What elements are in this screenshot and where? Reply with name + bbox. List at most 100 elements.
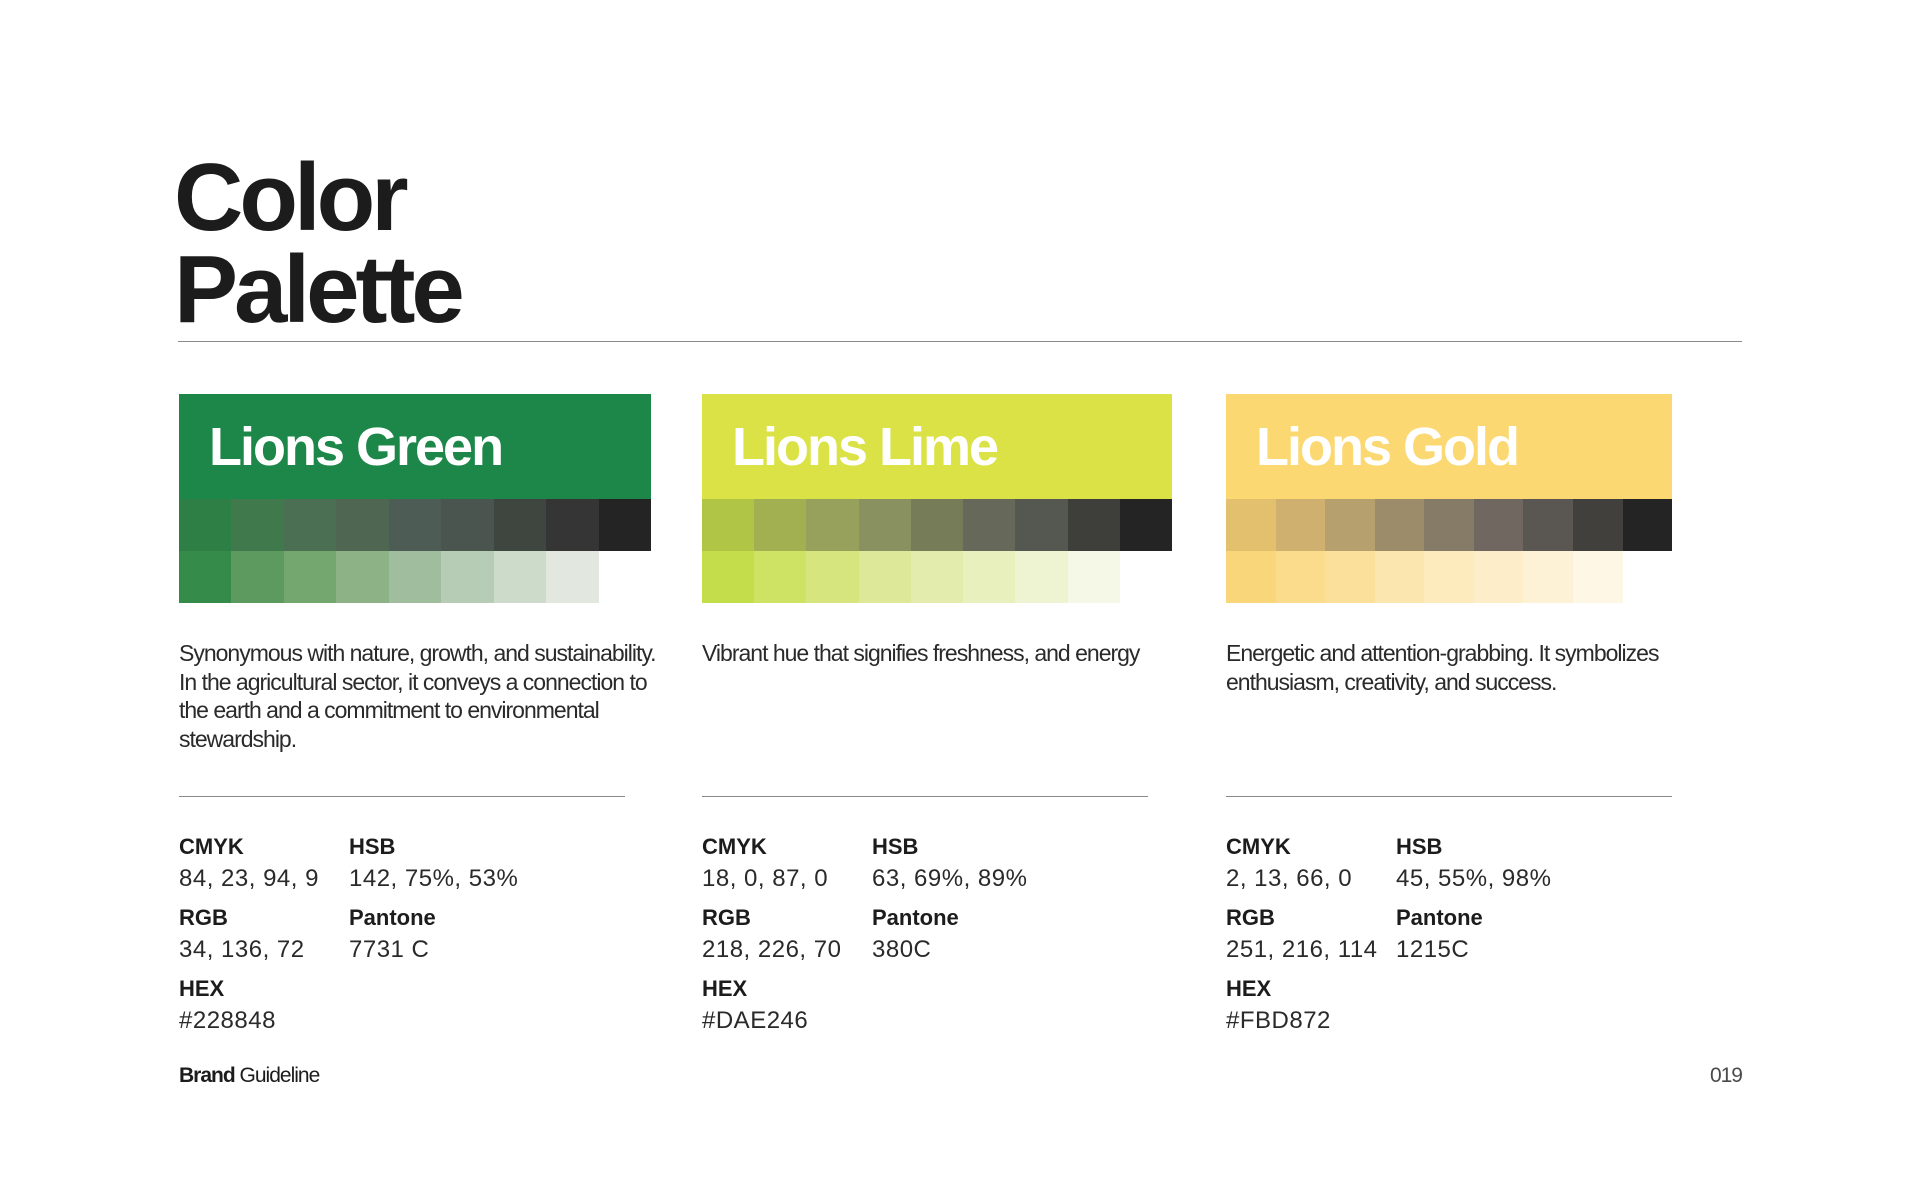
rgb-label: RGB: [179, 905, 228, 930]
cmyk-value: 2, 13, 66, 0: [1226, 865, 1353, 892]
hsb-value: 142, 75%, 53%: [349, 865, 519, 892]
swatch-cell: [1424, 551, 1474, 603]
shade-row: [702, 499, 1172, 551]
hsb-value: 45, 55%, 98%: [1396, 865, 1552, 892]
hsb-value: 63, 69%, 89%: [872, 865, 1028, 892]
swatch-cell: [754, 551, 807, 603]
swatch-base: Lions Lime: [702, 394, 1172, 499]
color-description: Synonymous with nature, growth, and sust…: [179, 640, 657, 752]
footer-brand: Brand Guideline: [179, 1064, 321, 1088]
swatch-cell: [1015, 551, 1068, 603]
swatch-cell: [493, 499, 547, 551]
page-number: 019: [1709, 1064, 1743, 1087]
swatch-cell: [1622, 499, 1673, 551]
swatch-cell: [1226, 499, 1276, 551]
page-title: Color Palette: [174, 144, 465, 343]
swatch-cell: [1622, 551, 1673, 603]
cmyk-label: CMYK: [179, 834, 244, 859]
tint-row: [1226, 551, 1673, 603]
color-card-green: Lions Green Synonymous with nature, grow…: [179, 394, 657, 1045]
shade-row: [1226, 499, 1673, 551]
pantone-value: 1215C: [1396, 936, 1470, 963]
swatch-cell: [858, 551, 911, 603]
swatch-cell: [1374, 499, 1425, 551]
swatch-cell: [1119, 551, 1172, 603]
color-specs: CMYK 18, 0, 87, 0 HSB 63, 69%, 89% RGB 218,…: [702, 832, 1172, 1045]
swatch-cell: [441, 499, 494, 551]
swatch-cell: [336, 499, 389, 551]
swatch-cell: [806, 499, 859, 551]
swatch-cell: [1424, 499, 1474, 551]
swatch-cell: [283, 551, 337, 603]
color-specs: CMYK 84, 23, 94, 9 HSB 142, 75%, 53% RGB 34…: [179, 832, 651, 1045]
spec-divider: [1226, 796, 1672, 797]
color-card-gold: Lions Gold Energetic and attention-grabb…: [1226, 394, 1673, 1045]
hex-value: #FBD872: [1226, 1007, 1331, 1034]
title-line-2: Palette: [174, 236, 465, 343]
swatch-cell: [179, 551, 232, 603]
footer-brand-bold: Brand: [179, 1064, 236, 1087]
pantone-label: Pantone: [349, 905, 436, 930]
cmyk-label: CMYK: [1226, 834, 1291, 859]
swatch-cell: [598, 499, 651, 551]
swatch-base: Lions Gold: [1226, 394, 1672, 499]
rgb-label: RGB: [1226, 905, 1275, 930]
swatch-cell: [336, 551, 389, 603]
rgb-value: 251, 216, 114: [1226, 936, 1378, 963]
swatch-cell: [231, 551, 284, 603]
swatch-cell: [1572, 551, 1623, 603]
swatch-cell: [1374, 551, 1425, 603]
title-line-1: Color: [174, 144, 409, 251]
color-name: Lions Gold: [1256, 416, 1520, 477]
cmyk-value: 84, 23, 94, 9: [179, 865, 319, 892]
color-card-lime: Lions Lime Vibrant hue that signifies fr…: [702, 394, 1172, 1045]
cmyk-label: CMYK: [702, 834, 767, 859]
color-description: Energetic and attention-grabbing. It sym…: [1226, 640, 1659, 695]
swatch-cell: [1523, 499, 1573, 551]
color-name: Lions Lime: [732, 416, 999, 477]
swatch-cell: [493, 551, 547, 603]
swatch-cell: [1523, 551, 1573, 603]
footer-brand-light: Guideline: [239, 1064, 321, 1087]
swatch-cell: [702, 499, 755, 551]
spec-divider: [702, 796, 1148, 797]
hsb-label: HSB: [1396, 834, 1443, 859]
swatch-cell: [910, 499, 964, 551]
swatch-cell: [388, 551, 442, 603]
color-description: Vibrant hue that signifies freshness, an…: [702, 640, 1140, 666]
hsb-label: HSB: [349, 834, 396, 859]
hex-value: #DAE246: [702, 1007, 809, 1034]
swatch-cell: [231, 499, 284, 551]
swatch-cell: [1226, 551, 1276, 603]
swatch-cell: [1325, 499, 1375, 551]
swatch-cell: [1067, 499, 1120, 551]
pantone-label: Pantone: [1396, 905, 1483, 930]
swatch-cell: [1119, 499, 1172, 551]
swatch-cell: [1275, 499, 1326, 551]
swatch-cell: [963, 551, 1016, 603]
swatch-cell: [1325, 551, 1375, 603]
swatch-base: Lions Green: [179, 394, 651, 499]
hex-label: HEX: [1226, 976, 1272, 1001]
swatch-cell: [283, 499, 337, 551]
tint-row: [179, 551, 651, 603]
swatch-cell: [598, 551, 651, 603]
hsb-label: HSB: [872, 834, 919, 859]
pantone-label: Pantone: [872, 905, 959, 930]
swatch-cell: [179, 499, 232, 551]
swatch-cell: [702, 551, 755, 603]
spec-divider: [179, 796, 625, 797]
swatch-cell: [1067, 551, 1120, 603]
rgb-value: 218, 226, 70: [702, 936, 842, 963]
swatch-cell: [1015, 499, 1068, 551]
swatch-cell: [441, 551, 494, 603]
swatch-cell: [858, 499, 911, 551]
swatch-cell: [754, 499, 807, 551]
pantone-value: 380C: [872, 936, 932, 963]
hex-label: HEX: [179, 976, 225, 1001]
swatch-cell: [546, 499, 599, 551]
hex-value: #228848: [179, 1007, 276, 1034]
color-specs: CMYK 2, 13, 66, 0 HSB 45, 55%, 98% RGB 251,…: [1226, 832, 1672, 1045]
swatch-cell: [388, 499, 442, 551]
cmyk-value: 18, 0, 87, 0: [702, 865, 829, 892]
